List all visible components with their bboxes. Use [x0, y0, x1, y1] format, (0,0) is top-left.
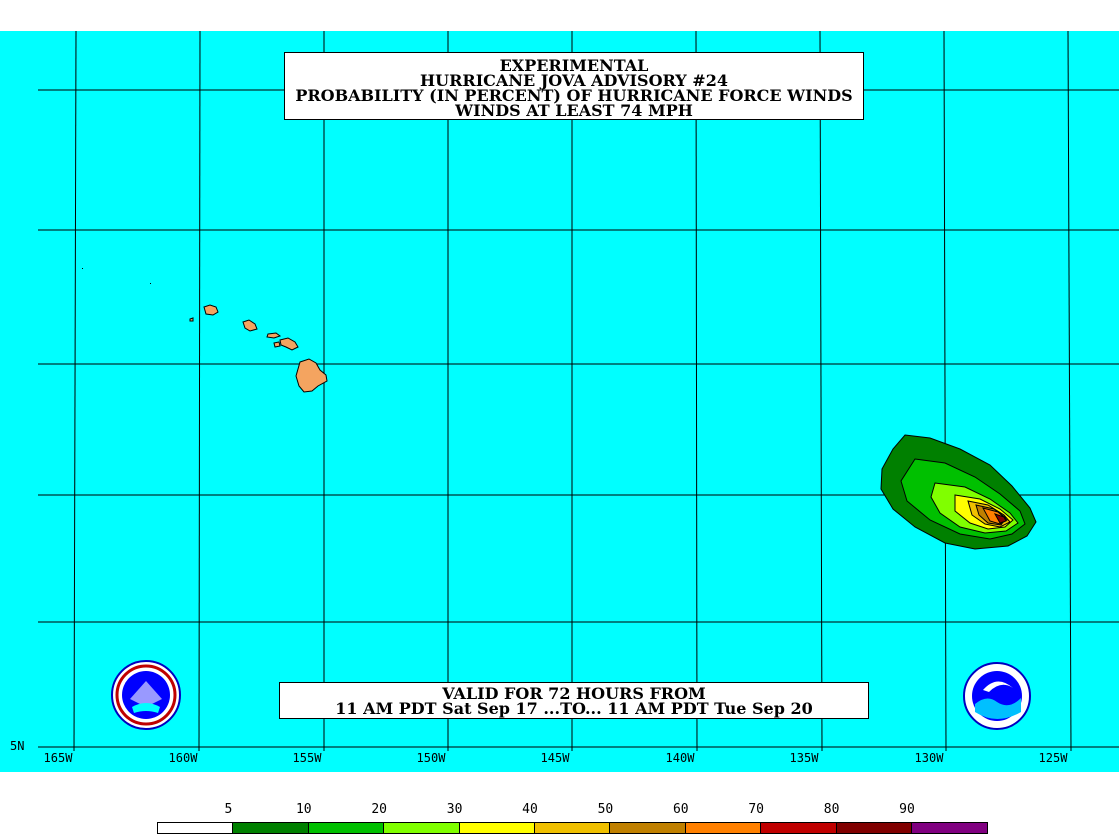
legend-swatch	[610, 823, 685, 833]
meridian-125w	[1068, 31, 1071, 751]
map-area: EXPERIMENTAL HURRICANE JOVA ADVISORY #24…	[0, 31, 1119, 772]
nws-logo	[108, 659, 184, 731]
probability-contours	[881, 435, 1036, 549]
meridian-160w	[199, 31, 200, 751]
legend-swatch	[761, 823, 836, 833]
valid-period-box: VALID FOR 72 HOURS FROM 11 AM PDT Sat Se…	[279, 682, 869, 719]
legend-label: 80	[812, 802, 852, 817]
legend-swatch	[233, 823, 308, 833]
legend-label: 90	[887, 802, 927, 817]
legend-label: 5	[208, 802, 248, 817]
lon-label: 125W	[1023, 751, 1083, 765]
small-islets	[82, 268, 151, 284]
legend-label: 70	[736, 802, 776, 817]
lon-label: 130W	[899, 751, 959, 765]
title-line-4: WINDS AT LEAST 74 MPH	[285, 103, 863, 118]
lon-label: 155W	[277, 751, 337, 765]
island-lanai	[274, 342, 280, 347]
graticule	[38, 31, 1119, 751]
legend-label: 30	[435, 802, 475, 817]
island-maui	[280, 338, 298, 350]
hawaiian-islands	[190, 305, 327, 392]
meridian-165w	[74, 31, 76, 751]
legend-label: 20	[359, 802, 399, 817]
meridian-135w	[820, 31, 822, 751]
legend-label: 10	[284, 802, 324, 817]
legend-swatch	[158, 823, 233, 833]
legend-swatch	[686, 823, 761, 833]
legend-swatch	[460, 823, 535, 833]
legend-swatch	[384, 823, 459, 833]
legend-swatch	[912, 823, 987, 833]
island-oahu	[243, 320, 257, 331]
noaa-logo	[963, 660, 1031, 732]
valid-line-2: 11 AM PDT Sat Sep 17 ...TO... 11 AM PDT …	[280, 701, 868, 716]
legend-label: 60	[661, 802, 701, 817]
legend-label: 40	[510, 802, 550, 817]
lat-label-5n: 5N	[10, 739, 24, 753]
legend-swatch	[309, 823, 384, 833]
lon-label: 140W	[650, 751, 710, 765]
legend-label: 50	[585, 802, 625, 817]
lon-label: 150W	[401, 751, 461, 765]
island-kauai	[204, 305, 218, 315]
island-niihau	[190, 318, 193, 321]
lon-label: 160W	[153, 751, 213, 765]
lon-label: 145W	[525, 751, 585, 765]
legend-swatch	[535, 823, 610, 833]
lon-label: 165W	[28, 751, 88, 765]
meridian-140w	[696, 31, 697, 751]
lon-label: 135W	[774, 751, 834, 765]
title-box: EXPERIMENTAL HURRICANE JOVA ADVISORY #24…	[284, 52, 864, 120]
legend-color-bar	[157, 822, 988, 834]
legend-swatch	[837, 823, 912, 833]
meridian-130w	[944, 31, 946, 751]
island-molokai	[267, 333, 280, 338]
